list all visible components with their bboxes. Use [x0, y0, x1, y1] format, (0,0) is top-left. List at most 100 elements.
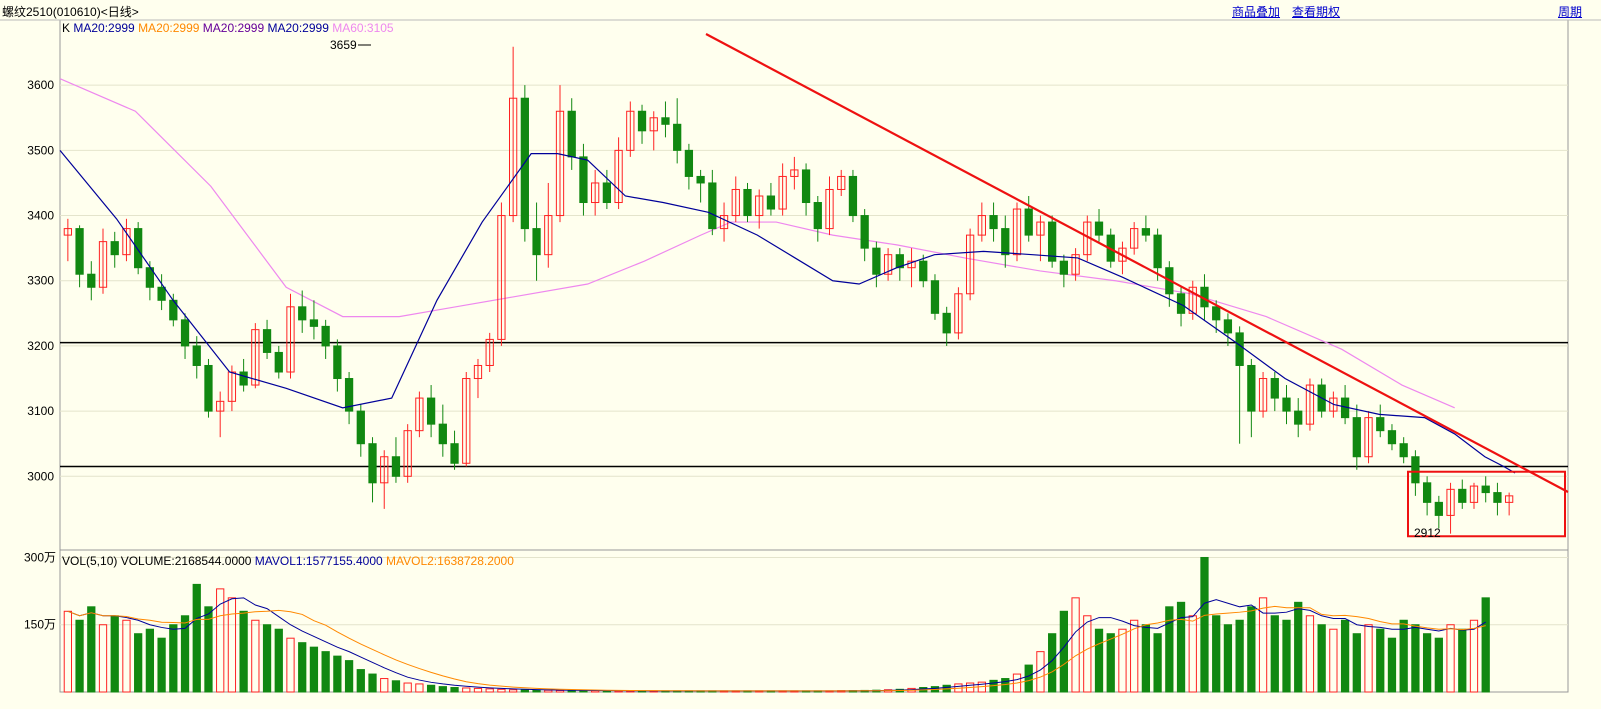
volume-bar — [1048, 633, 1057, 693]
candle — [1094, 209, 1104, 242]
price-tick-label: 3100 — [27, 404, 54, 418]
volume-bar — [450, 687, 459, 693]
price-tick-label: 3500 — [27, 143, 54, 157]
candle-body — [1048, 221, 1057, 262]
volume-bar — [1458, 628, 1467, 693]
candle — [216, 391, 225, 438]
candle — [1153, 228, 1162, 281]
volume-bar — [473, 687, 483, 693]
volume-bar — [274, 628, 283, 693]
candle — [977, 202, 986, 242]
candle-body — [614, 149, 623, 204]
candle-body — [1352, 417, 1361, 458]
candle — [509, 46, 518, 223]
candle-body — [344, 378, 354, 412]
candle — [1001, 215, 1010, 268]
volume-bar — [344, 660, 354, 693]
volume-bar — [1352, 633, 1361, 693]
candle — [180, 313, 190, 359]
candle — [1247, 358, 1256, 438]
volume-bar — [1071, 597, 1080, 693]
candle — [1364, 411, 1373, 464]
candle-body — [1270, 378, 1279, 399]
candle-body — [1012, 208, 1022, 256]
chart-title: 螺纹2510(010610)<日线> — [2, 5, 139, 19]
candle-body — [930, 280, 940, 314]
candle — [1223, 313, 1233, 346]
candle — [1422, 476, 1432, 516]
price-tick-label: 3200 — [27, 339, 54, 353]
volume-bar — [87, 606, 96, 693]
volume-bar — [1130, 619, 1139, 693]
volume-legend-item: MAVOL1:1577155.4000 — [255, 554, 386, 568]
legend-item: MA20:2999 — [138, 21, 203, 35]
candle-body — [1036, 221, 1045, 236]
volume-bar — [157, 637, 166, 693]
candle — [157, 274, 166, 311]
volume-bar — [1212, 615, 1221, 693]
candle-body — [1387, 430, 1397, 445]
ma60-line — [59, 78, 1455, 409]
volume-bar — [426, 684, 436, 693]
legend-item: MA20:2999 — [268, 21, 333, 35]
volume-tick-label: 300万 — [24, 550, 56, 564]
candle — [1258, 372, 1268, 418]
candle-body — [731, 188, 740, 217]
candle-body — [227, 371, 237, 402]
candle-body — [403, 430, 412, 477]
candle-body — [485, 338, 494, 366]
volume-bar — [145, 628, 155, 693]
ma20-line — [59, 149, 1516, 474]
volume-bar — [555, 689, 565, 693]
candle — [661, 101, 670, 138]
candle-body — [321, 325, 330, 347]
period-link[interactable]: 周期 — [1558, 5, 1583, 19]
candle — [1188, 280, 1197, 320]
volume-bar — [1024, 664, 1033, 693]
volume-bar — [1270, 615, 1279, 693]
volume-bar — [1106, 633, 1115, 693]
candle-body — [391, 456, 401, 477]
candle — [344, 372, 354, 425]
commodity-overlay-link[interactable]: 商品叠加 — [1232, 5, 1281, 19]
volume-bar — [110, 615, 119, 693]
volume-bar — [1235, 619, 1244, 693]
volume-bar — [544, 689, 553, 693]
candle — [544, 182, 553, 268]
candle-body — [473, 364, 483, 380]
candle-body — [1188, 286, 1197, 314]
candle-body — [157, 286, 166, 301]
price-tick-label: 3600 — [27, 78, 54, 92]
candle-body — [626, 110, 635, 151]
candle-body — [134, 228, 143, 269]
candle-body — [462, 378, 471, 464]
candle — [122, 218, 131, 262]
price-tick-label: 3300 — [27, 274, 54, 288]
candle — [860, 209, 869, 262]
candle — [719, 202, 729, 242]
volume-bar — [1141, 624, 1151, 693]
candle-body — [977, 215, 986, 236]
volume-bar — [333, 655, 342, 693]
candle — [333, 339, 342, 392]
candle-body — [239, 371, 248, 386]
candle-body — [298, 306, 307, 321]
candle-body — [1258, 378, 1268, 412]
volume-tick-label: 150万 — [24, 618, 56, 632]
candle-body — [1446, 488, 1455, 516]
volume-legend-item: MAVOL2:1638728.2000 — [386, 554, 514, 568]
volume-bar — [1200, 556, 1209, 693]
volume-bar — [251, 619, 260, 693]
view-options-link[interactable]: 查看期权 — [1292, 5, 1341, 19]
candle — [1118, 241, 1127, 275]
candle-body — [965, 234, 975, 295]
mavol2-line — [67, 605, 1486, 692]
candle-body — [1434, 501, 1443, 516]
volume-bar — [485, 688, 494, 693]
volume-bar — [1411, 624, 1420, 693]
candle — [1294, 398, 1303, 438]
low-price-label: 2912 — [1414, 526, 1441, 540]
candle — [825, 176, 834, 236]
volume-bar — [134, 633, 143, 693]
